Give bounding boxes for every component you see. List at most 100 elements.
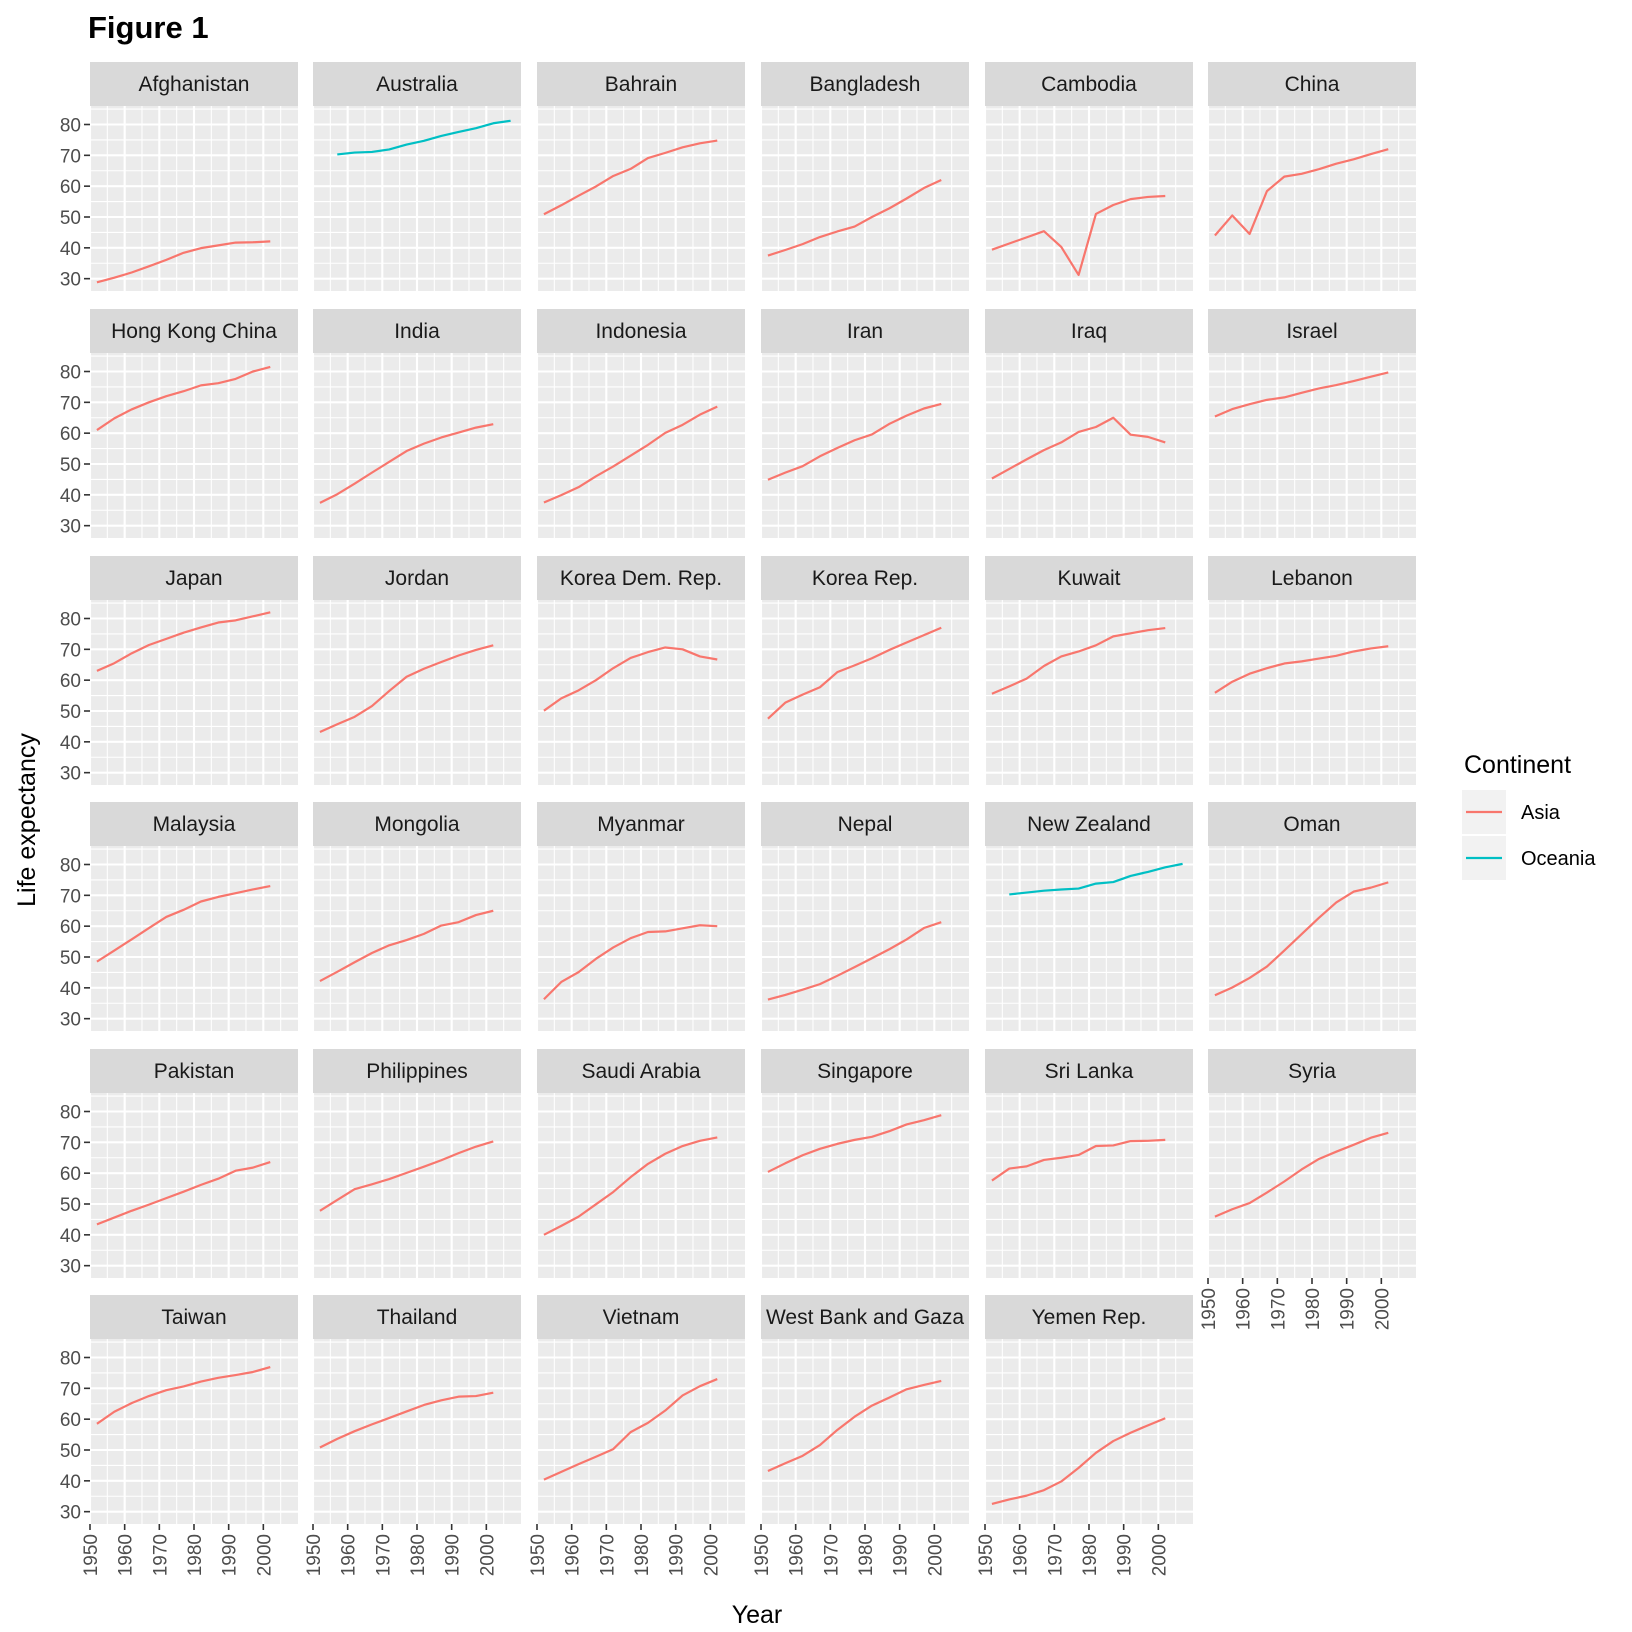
facet-strip [761, 1049, 969, 1093]
facet-strip [90, 309, 298, 353]
x-tick-label: 1990 [220, 1534, 241, 1576]
facet-strip-label: Afghanistan [139, 73, 250, 96]
facet-strip [761, 802, 969, 846]
x-tick-label: 1980 [632, 1534, 653, 1576]
y-tick-label: 80 [60, 856, 81, 877]
x-tick-label: 1990 [891, 1534, 912, 1576]
series-line-asia [767, 921, 942, 1001]
facet-strip-label: Iran [847, 320, 883, 343]
facet-panel: Lebanon [1206, 556, 1416, 785]
facet-panel: Nepal [759, 802, 969, 1031]
facet-strip-label: Pakistan [154, 1060, 235, 1083]
facet-strip-label: Sri Lanka [1045, 1060, 1134, 1083]
x-tick-label: 1980 [1303, 1288, 1324, 1330]
facet-panel: Sri Lanka [983, 1049, 1193, 1278]
y-tick-label: 70 [60, 886, 81, 907]
y-tick-label: 30 [60, 764, 81, 785]
facet-strip [761, 62, 969, 106]
facet-panel: New Zealand [983, 802, 1193, 1031]
series-line-asia [543, 1378, 718, 1481]
y-tick-label: 60 [60, 1164, 81, 1185]
series-line-asia [96, 1161, 271, 1226]
facet-panel: Cambodia [983, 62, 1193, 291]
facet-strip-label: Mongolia [374, 813, 460, 836]
x-tick-label: 1950 [752, 1534, 773, 1576]
y-tick-label: 40 [60, 239, 81, 260]
series-line-asia [543, 1136, 718, 1236]
facet-strip [313, 802, 521, 846]
facet-panels: Afghanistan 30 40 50 60 70 80 Australia Bahrain B… [60, 62, 1416, 1576]
x-tick-label: 1970 [1045, 1534, 1066, 1576]
y-axis-title: Life expectancy [13, 733, 41, 907]
facet-strip-label: India [394, 320, 440, 343]
x-tick-label: 1960 [1011, 1534, 1032, 1576]
x-tick-label: 1970 [597, 1534, 618, 1576]
facet-strip-label: Oman [1283, 813, 1340, 836]
series-line-asia [1214, 645, 1389, 694]
y-tick-label: 70 [60, 393, 81, 414]
series-line-asia [543, 924, 718, 1001]
facet-strip [761, 309, 969, 353]
facet-strip [537, 62, 745, 106]
x-tick-label: 1950 [528, 1534, 549, 1576]
facet-panel: Iraq [983, 309, 1193, 538]
facet-panel: India [311, 309, 521, 538]
x-tick-label: 1970 [373, 1534, 394, 1576]
series-line-asia [319, 1140, 494, 1212]
x-tick-label: 1960 [787, 1534, 808, 1576]
series-line-oceania [1009, 862, 1183, 896]
facet-strip [313, 1295, 521, 1339]
y-tick-label: 60 [60, 424, 81, 445]
y-tick-label: 50 [60, 208, 81, 229]
y-tick-label: 70 [60, 146, 81, 167]
y-tick-label: 70 [60, 1379, 81, 1400]
legend-title: Continent [1464, 751, 1571, 779]
facet-panel: Myanmar [535, 802, 745, 1031]
y-tick-label: 40 [60, 486, 81, 507]
x-tick-label: 1960 [116, 1534, 137, 1576]
facet-strip-label: New Zealand [1027, 813, 1151, 836]
x-tick-label: 1950 [304, 1534, 325, 1576]
y-tick-label: 50 [60, 455, 81, 476]
y-tick-label: 70 [60, 1133, 81, 1154]
series-line-asia [1214, 1131, 1389, 1218]
x-tick-label: 2000 [925, 1534, 946, 1576]
facet-strip-label: Lebanon [1271, 567, 1353, 590]
facet-panel: Bangladesh [759, 62, 969, 291]
facet-strip-label: West Bank and Gaza [766, 1306, 964, 1329]
x-tick-label: 1990 [1338, 1288, 1359, 1330]
facet-panel: Kuwait [983, 556, 1193, 785]
series-line-asia [767, 626, 942, 720]
facet-panel: China [1206, 62, 1416, 291]
x-tick-label: 1990 [667, 1534, 688, 1576]
series-line-asia [319, 909, 494, 983]
y-tick-label: 40 [60, 1472, 81, 1493]
facet-strip [985, 1049, 1193, 1093]
y-tick-label: 80 [60, 116, 81, 137]
y-tick-label: 70 [60, 640, 81, 661]
facet-strip-label: Cambodia [1041, 73, 1137, 96]
y-tick-label: 50 [60, 702, 81, 723]
series-line-asia [319, 423, 494, 504]
series-line-asia [1214, 371, 1389, 418]
facet-panel: Pakistan 30 40 50 60 70 80 [60, 1049, 298, 1278]
facet-strip-label: Jordan [385, 567, 449, 590]
facet-strip-label: Philippines [366, 1060, 468, 1083]
facet-strip-label: Japan [165, 567, 222, 590]
y-tick-label: 80 [60, 1349, 81, 1370]
facet-strip-label: Bangladesh [810, 73, 921, 96]
facet-strip-label: Iraq [1071, 320, 1107, 343]
facet-strip [90, 1295, 298, 1339]
series-line-asia [319, 644, 494, 733]
y-tick-label: 30 [60, 270, 81, 291]
facet-panel: Japan 30 40 50 60 70 80 [60, 556, 298, 785]
series-line-asia [991, 1138, 1166, 1182]
facet-panel: Hong Kong China 30 40 50 60 70 80 [60, 309, 298, 538]
series-line-asia [991, 416, 1166, 480]
facet-strip [90, 1049, 298, 1093]
facet-strip-label: Israel [1286, 320, 1337, 343]
facet-strip [313, 556, 521, 600]
facet-strip [1208, 62, 1416, 106]
y-tick-label: 30 [60, 1503, 81, 1524]
